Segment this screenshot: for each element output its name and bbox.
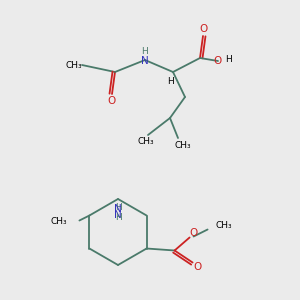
- Text: O: O: [199, 24, 207, 34]
- Text: H: H: [115, 202, 122, 211]
- Text: CH₃: CH₃: [175, 140, 191, 149]
- Text: O: O: [194, 262, 202, 272]
- Text: O: O: [108, 96, 116, 106]
- Text: CH₃: CH₃: [216, 221, 232, 230]
- Text: O: O: [190, 229, 198, 238]
- Text: CH₃: CH₃: [65, 61, 82, 70]
- Text: N: N: [114, 204, 122, 214]
- Text: CH₃: CH₃: [138, 137, 154, 146]
- Text: O: O: [214, 56, 222, 66]
- Text: N: N: [114, 210, 122, 220]
- Text: H: H: [115, 214, 122, 223]
- Text: H: H: [167, 76, 173, 85]
- Text: H: H: [142, 47, 148, 56]
- Text: CH₃: CH₃: [51, 217, 68, 226]
- Text: N: N: [141, 56, 149, 66]
- Text: H: H: [225, 56, 231, 64]
